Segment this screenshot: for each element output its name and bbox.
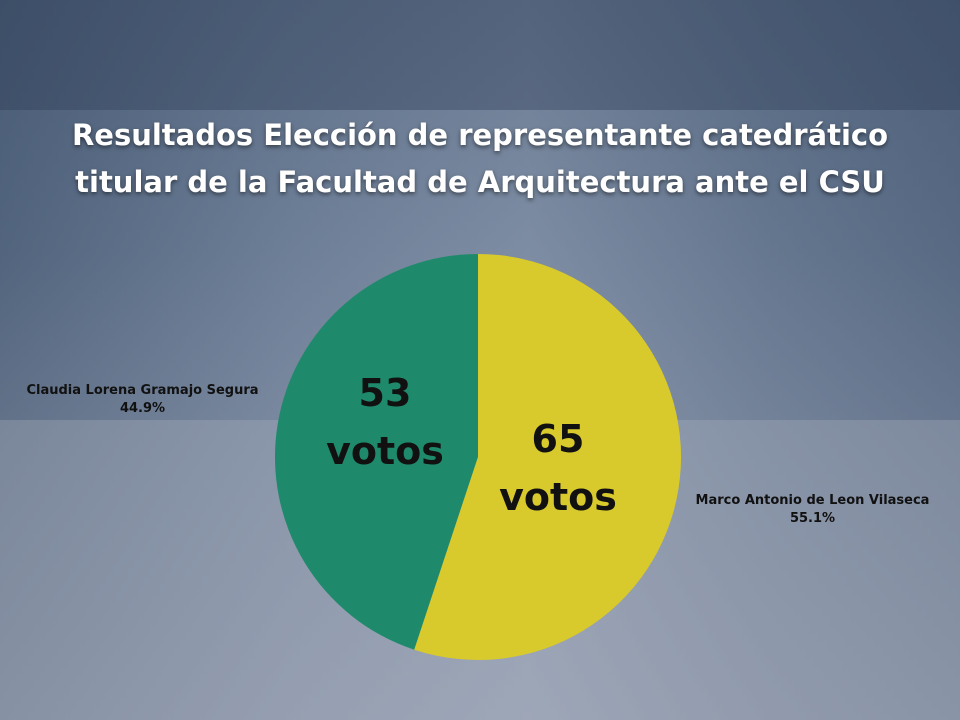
category-label: Marco Antonio de Leon Vilaseca	[695, 493, 930, 508]
percent-label: 55.1%	[789, 511, 836, 526]
value-label: 53 votos	[326, 371, 444, 473]
background-building	[0, 0, 960, 110]
value-label: 65 votos	[499, 417, 617, 519]
category-label: Claudia Lorena Gramajo Segura	[26, 383, 259, 398]
pie-slice	[274, 254, 478, 650]
pie-slice	[414, 254, 681, 660]
percent-label: 44.9%	[119, 401, 166, 416]
chart-title: Resultados Elección de representante cat…	[71, 118, 889, 199]
